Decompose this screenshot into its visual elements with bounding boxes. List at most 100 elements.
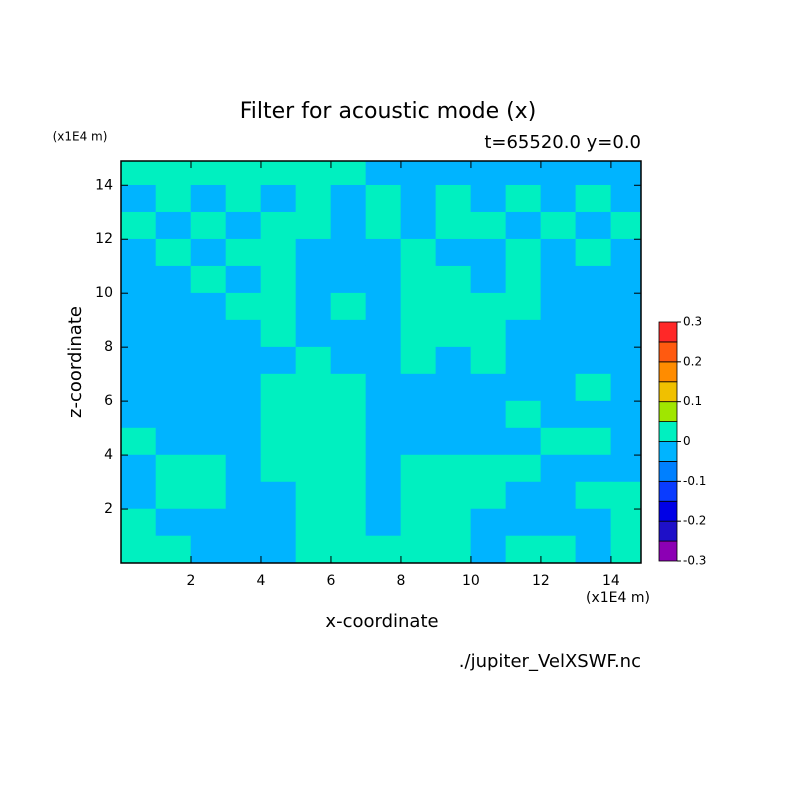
- field-cell: [190, 346, 227, 375]
- field-cell: [121, 535, 157, 563]
- field-cell: [295, 265, 332, 294]
- colorbar-label: -0.3: [683, 554, 706, 568]
- field-cell: [121, 319, 157, 348]
- field-cell: [400, 508, 437, 537]
- x-unit: (x1E4 m): [586, 590, 650, 606]
- field-cell: [330, 238, 367, 267]
- field-cell: [225, 400, 262, 429]
- field-cell: [575, 508, 612, 537]
- field-cell: [225, 161, 262, 186]
- field-cell: [155, 373, 192, 402]
- field-cell: [435, 319, 472, 348]
- field-cell: [575, 427, 612, 456]
- field-cell: [610, 535, 641, 563]
- field-cell: [575, 535, 612, 563]
- field-cell: [540, 319, 577, 348]
- field-cell: [610, 427, 641, 456]
- field-cell: [540, 238, 577, 267]
- field-cell: [260, 319, 297, 348]
- field-cell: [470, 454, 507, 483]
- field-cell: [121, 238, 157, 267]
- field-cell: [505, 400, 542, 429]
- field-cell: [435, 373, 472, 402]
- field-cell: [365, 346, 402, 375]
- field-cell: [470, 508, 507, 537]
- field-cell: [225, 508, 262, 537]
- field-cell: [295, 238, 332, 267]
- field-cell: [121, 161, 157, 186]
- chart-title: Filter for acoustic mode (x): [240, 99, 537, 124]
- field-cell: [400, 535, 437, 563]
- field-cell: [295, 319, 332, 348]
- field-cell: [505, 481, 542, 510]
- colorbar-box: [658, 500, 678, 522]
- field-cell: [470, 319, 507, 348]
- field-cell: [470, 184, 507, 213]
- field-cell: [330, 373, 367, 402]
- field-cell: [505, 265, 542, 294]
- field-cell: [121, 184, 157, 213]
- field-cell: [435, 427, 472, 456]
- field-cell: [400, 161, 437, 186]
- field-cell: [610, 454, 641, 483]
- field-cell: [330, 319, 367, 348]
- plot-frame: [120, 160, 642, 564]
- field-cell: [505, 454, 542, 483]
- colorbar-box: [658, 441, 678, 462]
- field-cell: [225, 265, 262, 294]
- field-cell: [225, 427, 262, 456]
- field-cell: [155, 292, 192, 321]
- colorbar-box: [658, 540, 678, 562]
- x-tick-label: 10: [462, 573, 480, 589]
- field-cell: [470, 535, 507, 563]
- field-cell: [330, 265, 367, 294]
- field-cell: [435, 184, 472, 213]
- field-cell: [190, 373, 227, 402]
- field-cell: [295, 481, 332, 510]
- y-tick-label: 12: [95, 231, 113, 247]
- field-cell: [540, 161, 577, 186]
- colorbar-box: [658, 520, 678, 542]
- field-cell: [155, 508, 192, 537]
- x-tick-label: 12: [532, 573, 550, 589]
- field-cell: [470, 346, 507, 375]
- field-cell: [470, 427, 507, 456]
- field-cell: [225, 454, 262, 483]
- field-cell: [470, 400, 507, 429]
- field-cell: [540, 211, 577, 240]
- field-cell: [330, 454, 367, 483]
- field-cell: [121, 346, 157, 375]
- field-cell: [610, 184, 641, 213]
- field-cell: [330, 535, 367, 563]
- field-cell: [155, 535, 192, 563]
- field-cell: [260, 161, 297, 186]
- field-cell: [365, 292, 402, 321]
- y-tick-label: 8: [104, 339, 113, 355]
- field-cell: [295, 535, 332, 563]
- field-cell: [190, 508, 227, 537]
- x-tick-label: 6: [326, 573, 335, 589]
- field-cell: [435, 454, 472, 483]
- colorbar-label: -0.2: [683, 514, 706, 528]
- field-cell: [540, 373, 577, 402]
- field-cell: [260, 427, 297, 456]
- field-cell: [260, 292, 297, 321]
- field-cell: [365, 211, 402, 240]
- field-cell: [295, 508, 332, 537]
- field-cell: [540, 346, 577, 375]
- field-cell: [330, 161, 367, 186]
- field-cell: [260, 373, 297, 402]
- field-cell: [435, 265, 472, 294]
- field-cell: [470, 481, 507, 510]
- field-cell: [121, 373, 157, 402]
- field-cell: [400, 292, 437, 321]
- field-cell: [365, 481, 402, 510]
- field-cell: [470, 211, 507, 240]
- y-tick-label: 4: [104, 447, 113, 463]
- field-cell: [365, 427, 402, 456]
- field-cell: [295, 184, 332, 213]
- field-cell: [330, 481, 367, 510]
- colorbar-label: -0.1: [683, 474, 706, 488]
